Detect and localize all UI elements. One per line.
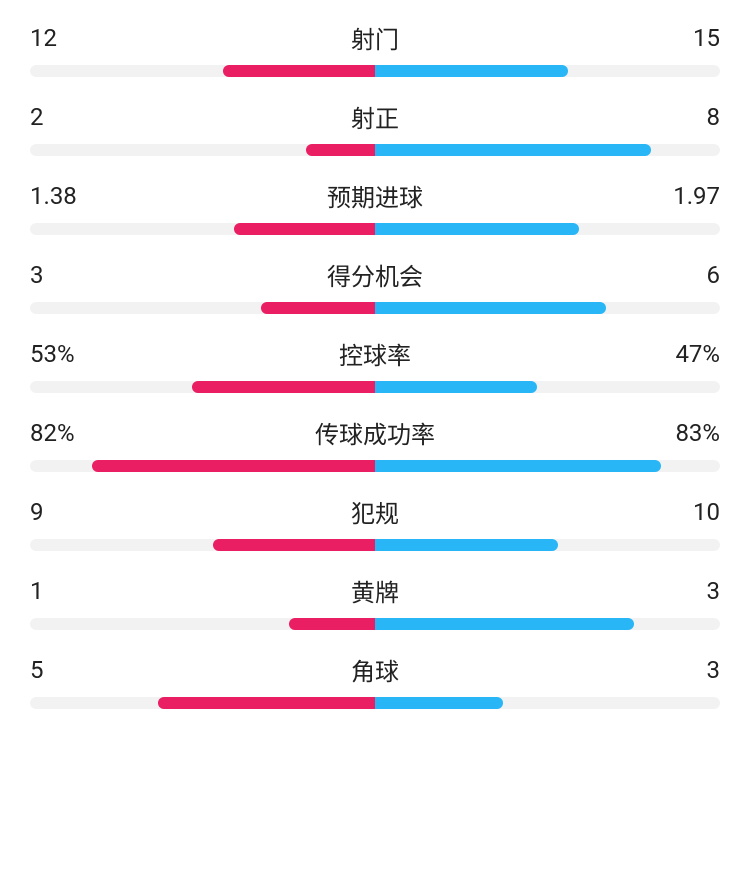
stat-left-value: 2 bbox=[30, 103, 90, 131]
stat-bar-left-track bbox=[30, 65, 375, 77]
stat-left-value: 1.38 bbox=[30, 182, 90, 210]
stat-right-value: 8 bbox=[660, 103, 720, 131]
stat-right-value: 47% bbox=[660, 340, 720, 368]
stat-labels: 1黄牌3 bbox=[30, 573, 720, 608]
stat-bar-left-track bbox=[30, 539, 375, 551]
stat-row: 12射门15 bbox=[30, 20, 720, 77]
stat-left-value: 3 bbox=[30, 261, 90, 289]
stat-bar-right-track bbox=[375, 144, 720, 156]
stat-bar bbox=[30, 144, 720, 156]
stat-bar bbox=[30, 460, 720, 472]
match-stats-chart: 12射门152射正81.38预期进球1.973得分机会653%控球率47%82%… bbox=[30, 20, 720, 709]
stat-bar-left-track bbox=[30, 381, 375, 393]
stat-name: 黄牌 bbox=[90, 573, 660, 608]
stat-bar-right-fill bbox=[375, 381, 537, 393]
stat-name: 控球率 bbox=[90, 336, 660, 371]
stat-bar-left-track bbox=[30, 223, 375, 235]
stat-bar-right-fill bbox=[375, 618, 634, 630]
stat-name: 犯规 bbox=[90, 494, 660, 529]
stat-bar-left-fill bbox=[261, 302, 375, 314]
stat-name: 预期进球 bbox=[90, 178, 660, 213]
stat-right-value: 15 bbox=[660, 24, 720, 52]
stat-bar-right-fill bbox=[375, 144, 651, 156]
stat-bar-left-fill bbox=[92, 460, 375, 472]
stat-right-value: 3 bbox=[660, 577, 720, 605]
stat-bar-left-track bbox=[30, 144, 375, 156]
stat-left-value: 82% bbox=[30, 419, 90, 447]
stat-labels: 82%传球成功率83% bbox=[30, 415, 720, 450]
stat-bar-left-fill bbox=[158, 697, 375, 709]
stat-row: 82%传球成功率83% bbox=[30, 415, 720, 472]
stat-bar-left-track bbox=[30, 697, 375, 709]
stat-bar bbox=[30, 223, 720, 235]
stat-row: 2射正8 bbox=[30, 99, 720, 156]
stat-name: 传球成功率 bbox=[90, 415, 660, 450]
stat-bar bbox=[30, 618, 720, 630]
stat-bar-right-fill bbox=[375, 460, 661, 472]
stat-labels: 3得分机会6 bbox=[30, 257, 720, 292]
stat-name: 射正 bbox=[90, 99, 660, 134]
stat-bar bbox=[30, 381, 720, 393]
stat-bar-right-fill bbox=[375, 302, 606, 314]
stat-bar-right-fill bbox=[375, 697, 503, 709]
stat-labels: 53%控球率47% bbox=[30, 336, 720, 371]
stat-bar-left-fill bbox=[234, 223, 375, 235]
stat-bar bbox=[30, 539, 720, 551]
stat-bar-right-track bbox=[375, 460, 720, 472]
stat-right-value: 10 bbox=[660, 498, 720, 526]
stat-bar-right-track bbox=[375, 618, 720, 630]
stat-bar-left-track bbox=[30, 302, 375, 314]
stat-bar-right-track bbox=[375, 381, 720, 393]
stat-left-value: 53% bbox=[30, 340, 90, 368]
stat-labels: 5角球3 bbox=[30, 652, 720, 687]
stat-labels: 12射门15 bbox=[30, 20, 720, 55]
stat-left-value: 9 bbox=[30, 498, 90, 526]
stat-bar-right-fill bbox=[375, 539, 558, 551]
stat-bar-right-track bbox=[375, 302, 720, 314]
stat-bar bbox=[30, 302, 720, 314]
stat-row: 3得分机会6 bbox=[30, 257, 720, 314]
stat-bar bbox=[30, 65, 720, 77]
stat-bar-left-fill bbox=[192, 381, 375, 393]
stat-bar-left-track bbox=[30, 460, 375, 472]
stat-row: 1黄牌3 bbox=[30, 573, 720, 630]
stat-bar-left-track bbox=[30, 618, 375, 630]
stat-left-value: 1 bbox=[30, 577, 90, 605]
stat-name: 得分机会 bbox=[90, 257, 660, 292]
stat-labels: 9犯规10 bbox=[30, 494, 720, 529]
stat-left-value: 12 bbox=[30, 24, 90, 52]
stat-right-value: 1.97 bbox=[660, 182, 720, 210]
stat-bar-right-track bbox=[375, 65, 720, 77]
stat-bar-right-track bbox=[375, 539, 720, 551]
stat-bar-right-fill bbox=[375, 223, 579, 235]
stat-row: 5角球3 bbox=[30, 652, 720, 709]
stat-bar-left-fill bbox=[213, 539, 375, 551]
stat-right-value: 6 bbox=[660, 261, 720, 289]
stat-bar-right-track bbox=[375, 223, 720, 235]
stat-right-value: 3 bbox=[660, 656, 720, 684]
stat-row: 1.38预期进球1.97 bbox=[30, 178, 720, 235]
stat-labels: 1.38预期进球1.97 bbox=[30, 178, 720, 213]
stat-row: 53%控球率47% bbox=[30, 336, 720, 393]
stat-bar-right-track bbox=[375, 697, 720, 709]
stat-bar-left-fill bbox=[306, 144, 375, 156]
stat-bar-left-fill bbox=[289, 618, 375, 630]
stat-left-value: 5 bbox=[30, 656, 90, 684]
stat-bar-left-fill bbox=[223, 65, 375, 77]
stat-row: 9犯规10 bbox=[30, 494, 720, 551]
stat-name: 射门 bbox=[90, 20, 660, 55]
stat-right-value: 83% bbox=[660, 419, 720, 447]
stat-bar-right-fill bbox=[375, 65, 568, 77]
stat-name: 角球 bbox=[90, 652, 660, 687]
stat-labels: 2射正8 bbox=[30, 99, 720, 134]
stat-bar bbox=[30, 697, 720, 709]
